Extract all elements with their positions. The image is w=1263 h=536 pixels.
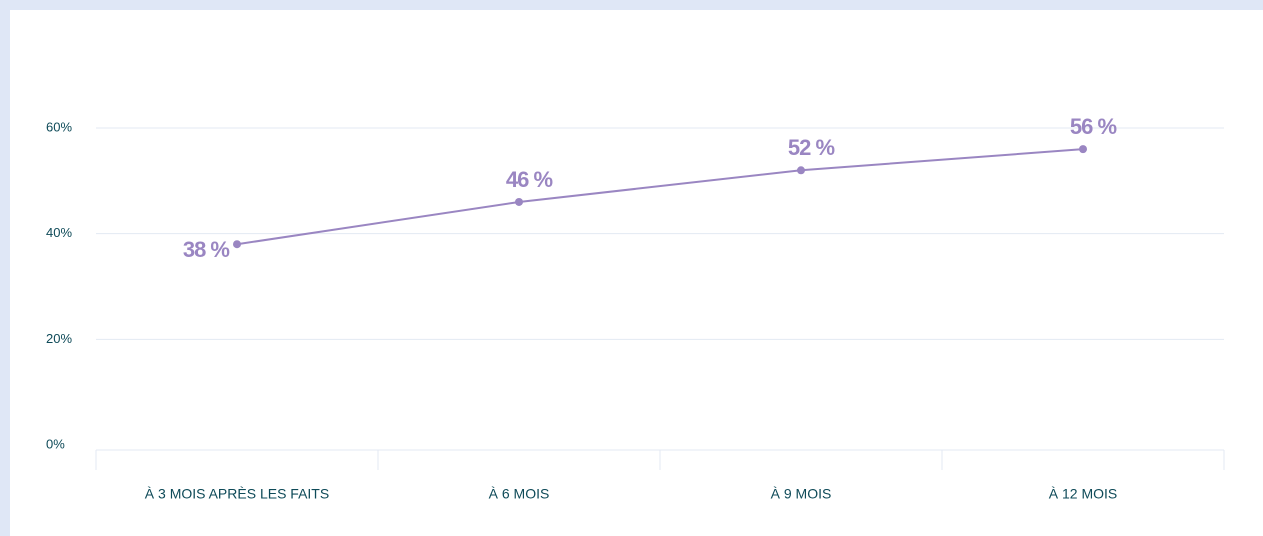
x-tick-label: À 9 MOIS <box>771 486 832 502</box>
y-tick-label: 40% <box>46 225 72 240</box>
line <box>236 148 1084 246</box>
data-label: 38 % <box>183 237 230 262</box>
data-label: 56 % <box>1070 114 1117 139</box>
data-label: 52 % <box>788 135 835 160</box>
y-tick-label: 0% <box>46 436 65 451</box>
data-label: 46 % <box>506 167 553 192</box>
panel <box>10 10 1263 536</box>
x-tick-label: À 3 MOIS APRÈS LES FAITS <box>145 486 329 502</box>
y-tick-label: 60% <box>46 119 72 134</box>
point <box>233 240 241 249</box>
point <box>1079 145 1087 154</box>
point <box>797 166 805 175</box>
point <box>515 197 523 206</box>
x-tick-label: À 6 MOIS <box>489 486 550 502</box>
x-tick-label: À 12 MOIS <box>1049 486 1117 502</box>
y-tick-label: 20% <box>46 331 72 346</box>
